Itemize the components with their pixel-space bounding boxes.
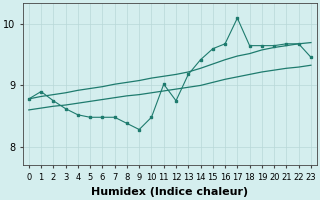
X-axis label: Humidex (Indice chaleur): Humidex (Indice chaleur) bbox=[91, 187, 248, 197]
